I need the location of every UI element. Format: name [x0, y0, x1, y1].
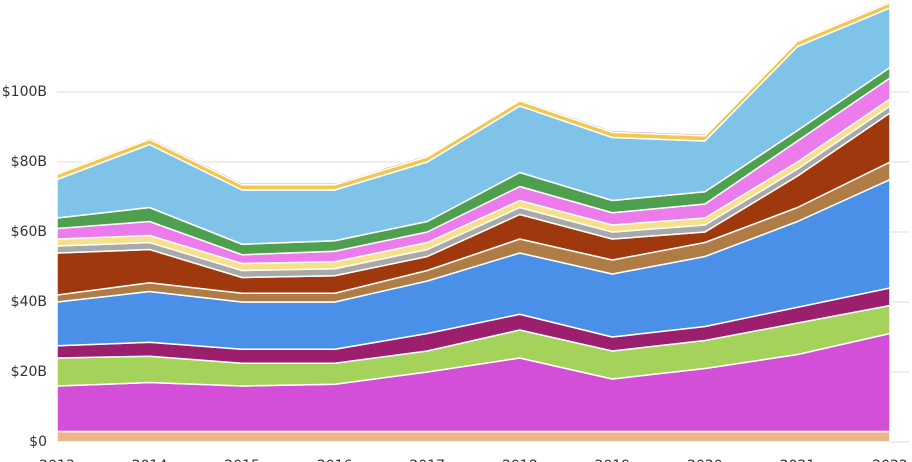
x-tick-label: 2021 [780, 458, 816, 462]
area [56, 430, 891, 443]
x-tick-label: 2022 [872, 458, 908, 462]
x-tick-label: 2020 [687, 458, 723, 462]
y-tick-label: $100B [2, 84, 47, 100]
y-tick-label: $40B [11, 294, 47, 310]
y-tick-label: $20B [11, 364, 47, 380]
y-tick-label: $80B [11, 154, 47, 170]
y-tick-label: $60B [11, 224, 47, 240]
x-tick-label: 2016 [317, 458, 353, 462]
x-tick-label: 2013 [39, 458, 75, 462]
x-tick-label: 2018 [502, 458, 538, 462]
x-tick-label: 2014 [132, 458, 168, 462]
x-tick-label: 2015 [224, 458, 260, 462]
area [56, 0, 891, 186]
x-tick-label: 2017 [409, 458, 445, 462]
x-tick-label: 2019 [595, 458, 631, 462]
y-tick-label: $0 [29, 434, 47, 450]
